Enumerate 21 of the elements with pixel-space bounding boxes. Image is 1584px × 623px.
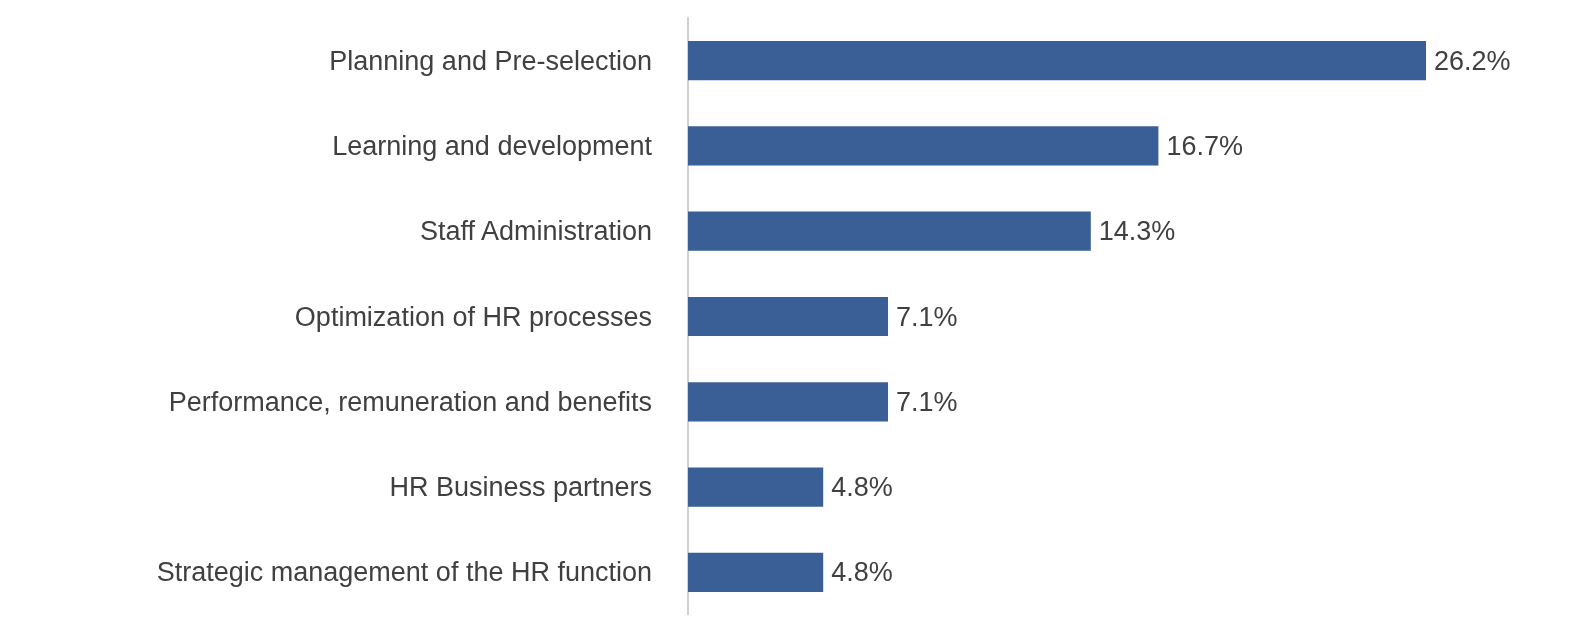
y-tick-label: Planning and Pre-selection xyxy=(329,45,652,76)
bar xyxy=(688,126,1159,166)
bar xyxy=(688,467,824,507)
y-tick-label: Strategic management of the HR function xyxy=(156,557,652,588)
y-tick-label: Learning and development xyxy=(332,130,653,161)
bar xyxy=(688,382,888,422)
y-tick-label: Optimization of HR processes xyxy=(294,301,652,332)
data-label: 7.1% xyxy=(895,386,958,417)
data-label: 4.8% xyxy=(831,472,893,503)
y-tick-label: Staff Administration xyxy=(419,216,652,247)
bar xyxy=(688,296,888,337)
data-label: 14.3% xyxy=(1098,216,1176,247)
data-label: 26.2% xyxy=(1434,45,1511,76)
bar xyxy=(688,552,824,592)
y-tick-label: Performance, remuneration and benefits xyxy=(168,386,652,417)
data-label: 4.8% xyxy=(831,557,893,588)
bar xyxy=(688,211,1091,251)
bar xyxy=(688,41,1426,81)
y-tick-label: HR Business partners xyxy=(389,472,652,503)
data-label: 7.1% xyxy=(895,301,958,332)
data-label: 16.7% xyxy=(1166,130,1243,161)
